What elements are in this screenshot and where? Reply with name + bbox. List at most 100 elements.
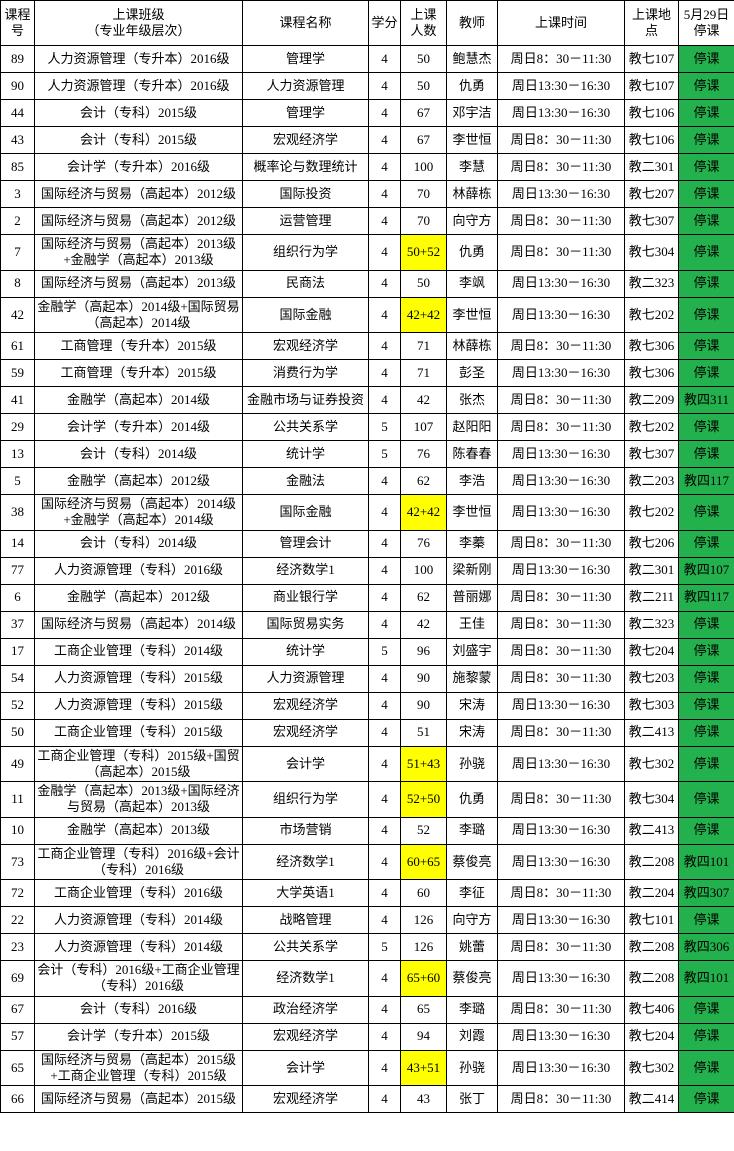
students-cell: 67 xyxy=(400,126,447,154)
time-cell: 周日8：30－11:30 xyxy=(497,413,625,441)
course-name-cell: 市场营销 xyxy=(242,816,369,845)
students-cell: 51+43 xyxy=(400,745,447,782)
time-cell: 周日8：30－11:30 xyxy=(497,45,625,73)
course-no-cell: 7 xyxy=(0,234,35,271)
teacher-cell: 李征 xyxy=(446,879,498,907)
may29-status-cell: 停课 xyxy=(678,691,734,720)
may29-status-cell: 停课 xyxy=(678,72,734,100)
table-row: 67 会计（专科）2016级 政治经济学 4 65 李璐 周日8：30－11:30 教七406… xyxy=(0,995,734,1024)
may29-status-cell: 停课 xyxy=(678,1049,734,1086)
table-row: 6 金融学（高起本）2012级 商业银行学 4 62 普丽娜 周日8：30－11:30 教二2… xyxy=(0,583,734,612)
time-cell: 周日8：30－11:30 xyxy=(497,610,625,639)
course-name-cell: 宏观经济学 xyxy=(242,718,369,747)
time-cell: 周日8：30－11:30 xyxy=(497,386,625,414)
credits-cell: 4 xyxy=(368,529,401,558)
teacher-cell: 蔡俊亮 xyxy=(446,960,498,997)
header-course-name: 课程名称 xyxy=(242,0,369,46)
credits-cell: 4 xyxy=(368,1085,401,1113)
location-cell: 教二323 xyxy=(624,610,679,639)
class-name-cell: 国际经济与贸易（高起本）2013级+金融学（高起本）2013级 xyxy=(34,234,243,271)
course-name-cell: 组织行为学 xyxy=(242,234,369,271)
table-row: 44 会计（专科）2015级 管理学 4 67 邓宇洁 周日13:30－16:30 教七106… xyxy=(0,99,734,127)
time-cell: 周日8：30－11:30 xyxy=(497,234,625,271)
may29-status-cell: 教四311 xyxy=(678,386,734,414)
teacher-cell: 梁新刚 xyxy=(446,556,498,585)
table-row: 90 人力资源管理（专升本）2016级 人力资源管理 4 50 仇勇 周日13:30－16:… xyxy=(0,72,734,100)
course-no-cell: 67 xyxy=(0,995,35,1024)
table-row: 5 金融学（高起本）2012级 金融法 4 62 李浩 周日13:30－16:30 教二203… xyxy=(0,467,734,495)
course-name-cell: 公共关系学 xyxy=(242,413,369,441)
location-cell: 教二414 xyxy=(624,1085,679,1113)
course-no-cell: 5 xyxy=(0,467,35,495)
credits-cell: 4 xyxy=(368,1022,401,1051)
course-table-body: 89 人力资源管理（专升本）2016级 管理学 4 50 鲍慧杰 周日8：30－11:30 教… xyxy=(0,45,734,1113)
students-cell: 50 xyxy=(400,269,447,298)
may29-status-cell: 停课 xyxy=(678,440,734,468)
course-no-cell: 61 xyxy=(0,332,35,360)
class-name-cell: 国际经济与贸易（高起本）2015级 xyxy=(34,1085,243,1113)
course-no-cell: 73 xyxy=(0,843,35,880)
course-no-cell: 85 xyxy=(0,153,35,181)
time-cell: 周日13:30－16:30 xyxy=(497,691,625,720)
table-row: 29 会计学（专升本）2014级 公共关系学 5 107 赵阳阳 周日8：30－11:30 教… xyxy=(0,413,734,441)
table-row: 3 国际经济与贸易（高起本）2012级 国际投资 4 70 林薛栋 周日13:30－16:3… xyxy=(0,180,734,208)
table-row: 54 人力资源管理（专科）2015级 人力资源管理 4 90 施黎蒙 周日8：30－11:3… xyxy=(0,664,734,693)
course-name-cell: 组织行为学 xyxy=(242,781,369,818)
table-row: 23 人力资源管理（专科）2014级 公共关系学 5 126 姚蕾 周日8：30－11:30… xyxy=(0,933,734,961)
table-row: 10 金融学（高起本）2013级 市场营销 4 52 李璐 周日13:30－16:30 教二4… xyxy=(0,816,734,845)
may29-status-cell: 停课 xyxy=(678,1085,734,1113)
class-name-cell: 人力资源管理（专升本）2016级 xyxy=(34,72,243,100)
time-cell: 周日8：30－11:30 xyxy=(497,781,625,818)
class-name-cell: 金融学（高起本）2014级+国际贸易（高起本）2014级 xyxy=(34,296,243,333)
credits-cell: 4 xyxy=(368,906,401,934)
course-name-cell: 人力资源管理 xyxy=(242,664,369,693)
table-row: 57 会计学（专升本）2015级 宏观经济学 4 94 刘霞 周日13:30－16:30 教七… xyxy=(0,1022,734,1051)
teacher-cell: 刘盛宇 xyxy=(446,637,498,666)
class-name-cell: 人力资源管理（专科）2014级 xyxy=(34,906,243,934)
teacher-cell: 张丁 xyxy=(446,1085,498,1113)
course-name-cell: 国际投资 xyxy=(242,180,369,208)
credits-cell: 4 xyxy=(368,234,401,271)
time-cell: 周日13:30－16:30 xyxy=(497,556,625,585)
may29-status-cell: 停课 xyxy=(678,207,734,235)
location-cell: 教七107 xyxy=(624,45,679,73)
students-cell: 62 xyxy=(400,583,447,612)
table-row: 72 工商企业管理（专科）2016级 大学英语1 4 60 李征 周日8：30－11:30 教… xyxy=(0,879,734,907)
course-name-cell: 统计学 xyxy=(242,637,369,666)
may29-status-cell: 停课 xyxy=(678,1022,734,1051)
teacher-cell: 李飒 xyxy=(446,269,498,298)
credits-cell: 4 xyxy=(368,467,401,495)
teacher-cell: 王佳 xyxy=(446,610,498,639)
course-no-cell: 42 xyxy=(0,296,35,333)
course-no-cell: 41 xyxy=(0,386,35,414)
header-teacher: 教师 xyxy=(446,0,498,46)
course-name-cell: 会计学 xyxy=(242,1049,369,1086)
table-row: 37 国际经济与贸易（高起本）2014级 国际贸易实务 4 42 王佳 周日8：30－11:… xyxy=(0,610,734,639)
students-cell: 50+52 xyxy=(400,234,447,271)
teacher-cell: 仇勇 xyxy=(446,72,498,100)
may29-status-cell: 停课 xyxy=(678,99,734,127)
teacher-cell: 林薛栋 xyxy=(446,180,498,208)
may29-status-cell: 停课 xyxy=(678,529,734,558)
location-cell: 教七101 xyxy=(624,906,679,934)
time-cell: 周日8：30－11:30 xyxy=(497,529,625,558)
class-name-cell: 国际经济与贸易（高起本）2013级 xyxy=(34,269,243,298)
course-name-cell: 宏观经济学 xyxy=(242,691,369,720)
class-name-cell: 工商企业管理（专科）2014级 xyxy=(34,637,243,666)
teacher-cell: 施黎蒙 xyxy=(446,664,498,693)
teacher-cell: 孙骁 xyxy=(446,745,498,782)
students-cell: 52+50 xyxy=(400,781,447,818)
location-cell: 教二413 xyxy=(624,816,679,845)
location-cell: 教七203 xyxy=(624,664,679,693)
credits-cell: 5 xyxy=(368,413,401,441)
students-cell: 65+60 xyxy=(400,960,447,997)
students-cell: 96 xyxy=(400,637,447,666)
course-no-cell: 89 xyxy=(0,45,35,73)
credits-cell: 4 xyxy=(368,207,401,235)
teacher-cell: 仇勇 xyxy=(446,781,498,818)
table-row: 66 国际经济与贸易（高起本）2015级 宏观经济学 4 43 张丁 周日8：30－11:3… xyxy=(0,1085,734,1113)
students-cell: 71 xyxy=(400,332,447,360)
time-cell: 周日8：30－11:30 xyxy=(497,933,625,961)
location-cell: 教七304 xyxy=(624,234,679,271)
credits-cell: 4 xyxy=(368,332,401,360)
